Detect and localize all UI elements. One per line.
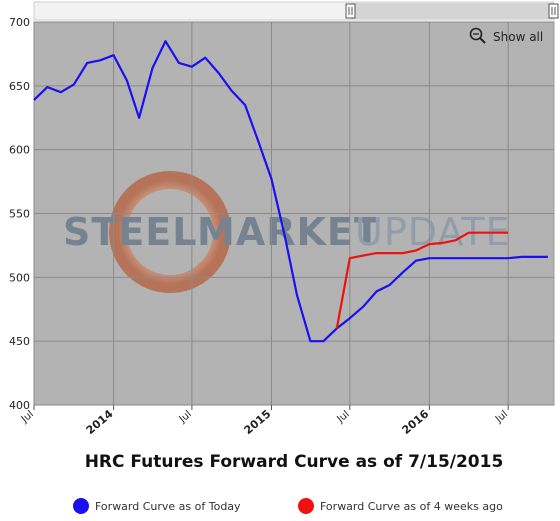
drag-handle-icon[interactable] — [345, 3, 356, 19]
y-tick-label: 650 — [9, 80, 30, 93]
show-all-button[interactable]: Show all — [469, 27, 544, 45]
y-axis: 400 450 500 550 600 650 700 — [9, 16, 30, 412]
y-tick-label: 450 — [9, 335, 30, 348]
legend: Forward Curve as of Today Forward Curve … — [73, 498, 503, 514]
x-axis: Jul 2014 Jul 2015 Jul 2016 Jul — [19, 405, 510, 437]
show-all-label[interactable]: Show all — [493, 30, 543, 44]
magnifier-handle — [479, 37, 486, 44]
y-tick-label: 400 — [9, 399, 30, 412]
scrollbar-right-handle[interactable] — [548, 3, 559, 19]
x-tick-label: Jul — [493, 409, 510, 426]
x-tick-label: 2015 — [242, 407, 274, 437]
y-tick-label: 550 — [9, 208, 30, 221]
legend-item-today[interactable]: Forward Curve as of Today — [73, 498, 241, 514]
range-scrollbar[interactable] — [33, 1, 559, 21]
zoom-out-magnifier-icon[interactable] — [469, 27, 483, 41]
legend-item-4-weeks-ago[interactable]: Forward Curve as of 4 weeks ago — [298, 498, 503, 514]
y-tick-label: 500 — [9, 271, 30, 284]
legend-marker-today[interactable] — [73, 498, 89, 514]
x-tick-label: Jul — [335, 409, 352, 426]
legend-label-4-weeks-ago[interactable]: Forward Curve as of 4 weeks ago — [320, 500, 503, 513]
grid-lines — [33, 21, 554, 406]
watermark-ring-logo — [109, 171, 231, 293]
scrollbar-left-handle[interactable] — [345, 3, 356, 19]
y-tick-label: 700 — [9, 16, 30, 29]
series-line-4-weeks-ago[interactable] — [335, 231, 509, 329]
series-lines — [33, 40, 548, 343]
scrollbar-selected-range[interactable] — [351, 3, 554, 19]
x-tick-label: 2014 — [84, 407, 116, 437]
x-tick-label: Jul — [177, 409, 194, 426]
series-line-today[interactable] — [33, 40, 548, 343]
chart-title: HRC Futures Forward Curve as of 7/15/201… — [85, 452, 504, 472]
legend-marker-4-weeks-ago[interactable] — [298, 498, 314, 514]
drag-handle-icon[interactable] — [548, 3, 559, 19]
watermark-word-steel: STEEL — [63, 210, 197, 254]
y-tick-label: 600 — [9, 144, 30, 157]
legend-label-today[interactable]: Forward Curve as of Today — [95, 500, 241, 513]
watermark-word-market: MARKET — [197, 210, 381, 254]
x-tick-label: 2016 — [400, 407, 432, 437]
